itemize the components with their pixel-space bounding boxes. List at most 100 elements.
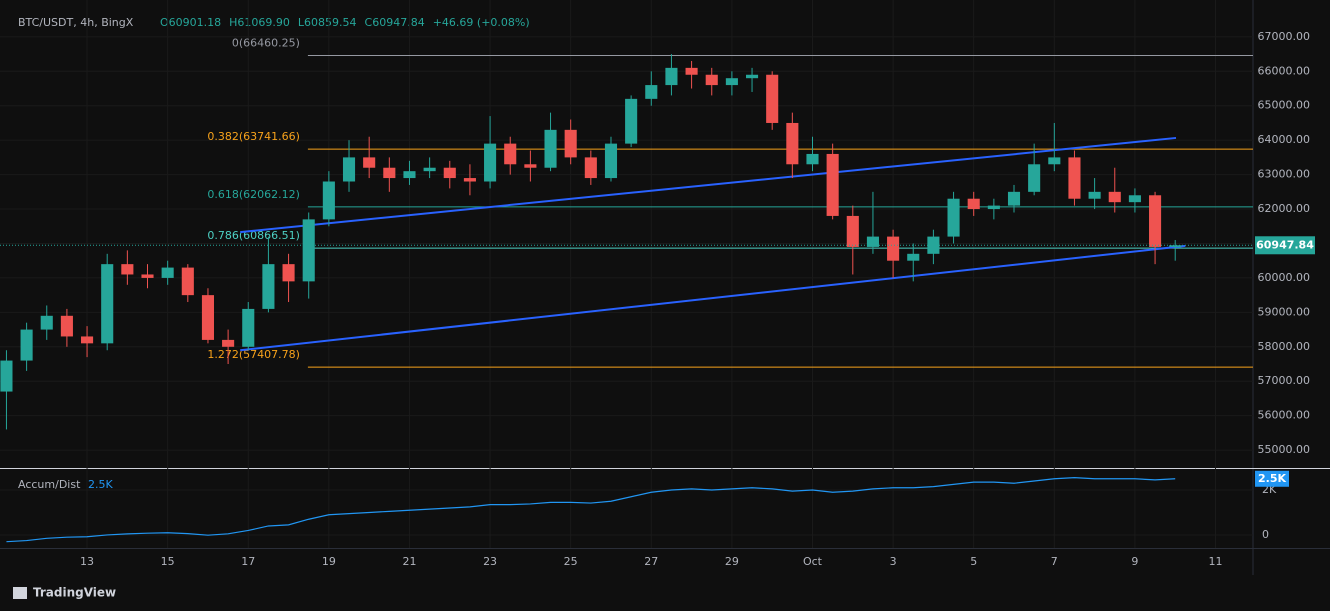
y-tick-label: 0 bbox=[1262, 528, 1269, 541]
candle-body bbox=[161, 267, 174, 278]
x-tick-label: 25 bbox=[564, 555, 578, 568]
candle-body bbox=[806, 153, 819, 165]
header-value: H61069.90 bbox=[229, 16, 290, 29]
indicator-line bbox=[6, 477, 1176, 543]
y-tick-label: 55000.00 bbox=[1258, 443, 1311, 456]
fib-label: 0(66460.25) bbox=[232, 36, 300, 49]
candle-body bbox=[121, 264, 134, 275]
candle-body bbox=[645, 85, 658, 99]
y-tick-label: 56000.00 bbox=[1258, 409, 1311, 422]
candle-body bbox=[967, 198, 980, 210]
x-tick-label: 7 bbox=[1051, 555, 1058, 568]
candle-body bbox=[826, 153, 839, 216]
y-tick-label: 59000.00 bbox=[1258, 305, 1311, 318]
y-tick-label: 64000.00 bbox=[1258, 133, 1311, 146]
candle-body bbox=[262, 264, 275, 309]
candle-body bbox=[1128, 195, 1141, 203]
brand: TradingView bbox=[33, 586, 116, 600]
candle-body bbox=[705, 74, 718, 86]
x-tick-label: 27 bbox=[644, 555, 658, 568]
plot: O60901.18 H61069.90 L60859.54 C60947.84 +46.… bbox=[0, 0, 1315, 568]
fib-label: 0.786(60866.51) bbox=[207, 229, 300, 242]
x-tick-label: 9 bbox=[1131, 555, 1138, 568]
candle-body bbox=[302, 219, 315, 282]
candle-body bbox=[685, 67, 698, 75]
x-tick-label: 21 bbox=[402, 555, 416, 568]
last-price-label: 60947.84 bbox=[1256, 238, 1314, 251]
x-tick-label: 19 bbox=[322, 555, 336, 568]
candle-body bbox=[484, 143, 497, 182]
y-tick-label: 63000.00 bbox=[1258, 168, 1311, 181]
candle-body bbox=[745, 74, 759, 79]
candle-body bbox=[907, 253, 920, 261]
x-tick-label: 3 bbox=[890, 555, 897, 568]
x-tick-label: 5 bbox=[970, 555, 977, 568]
candle-body bbox=[1088, 191, 1101, 199]
fib-label: 0.618(62062.12) bbox=[207, 188, 300, 201]
y-tick-label: 62000.00 bbox=[1258, 202, 1311, 215]
candle-body bbox=[81, 336, 94, 344]
candle-body bbox=[363, 157, 376, 168]
candle-body bbox=[181, 267, 194, 296]
candle-body bbox=[1048, 157, 1061, 165]
candle-body bbox=[786, 122, 799, 165]
x-tick-label: 23 bbox=[483, 555, 497, 568]
candle-body bbox=[947, 198, 960, 237]
y-tick-label: 66000.00 bbox=[1258, 64, 1311, 77]
candle-body bbox=[524, 164, 537, 168]
candle-body bbox=[282, 264, 295, 282]
candle-body bbox=[1007, 191, 1021, 206]
candle-body bbox=[403, 171, 416, 179]
candle-body bbox=[463, 178, 476, 182]
fib-label: 0.382(63741.66) bbox=[207, 130, 300, 143]
indicator-badge-label: 2.5K bbox=[1258, 472, 1286, 485]
symbol: BTC/USDT, 4h, BingX bbox=[18, 16, 134, 29]
y-tick-label: 65000.00 bbox=[1258, 99, 1311, 112]
candle-body bbox=[322, 181, 335, 220]
candle-body bbox=[222, 339, 235, 347]
candle-body bbox=[201, 295, 215, 340]
trend-line bbox=[240, 136, 1177, 234]
candle-body bbox=[1169, 245, 1182, 247]
candle-body bbox=[423, 167, 436, 172]
candle-body bbox=[987, 205, 1000, 210]
candle-body bbox=[141, 274, 154, 278]
candle-body bbox=[383, 167, 396, 179]
indicator-badge bbox=[1255, 470, 1289, 487]
header-value: O60901.18 bbox=[160, 16, 221, 29]
header-value: L60859.54 bbox=[298, 16, 357, 29]
candle-body bbox=[725, 78, 738, 86]
candle-body bbox=[242, 308, 255, 347]
header-value: +46.69 (+0.08%) bbox=[433, 16, 530, 29]
x-tick-label: 15 bbox=[161, 555, 175, 568]
candle-body bbox=[1068, 157, 1081, 199]
candle-body bbox=[766, 74, 779, 123]
header-value: C60947.84 bbox=[365, 16, 425, 29]
y-tick-label: 60000.00 bbox=[1258, 271, 1311, 284]
x-tick-label: Oct bbox=[803, 555, 823, 568]
candle-body bbox=[40, 315, 53, 330]
indicator-name: Accum/Dist bbox=[18, 478, 81, 491]
candle-body bbox=[1108, 191, 1121, 203]
candle-body bbox=[504, 143, 517, 165]
candle-body bbox=[1028, 164, 1041, 192]
last-price-badge bbox=[1255, 236, 1315, 255]
x-tick-label: 11 bbox=[1209, 555, 1223, 568]
candle-body bbox=[866, 236, 879, 247]
candle-body bbox=[887, 236, 900, 261]
indicator-value: 2.5K bbox=[88, 478, 113, 491]
candle-body bbox=[20, 329, 33, 361]
y-tick-label: 58000.00 bbox=[1258, 340, 1311, 353]
candle-body bbox=[1149, 195, 1162, 247]
candle-body bbox=[443, 167, 456, 179]
x-tick-label: 13 bbox=[80, 555, 94, 568]
x-tick-label: 29 bbox=[725, 555, 739, 568]
candle-body bbox=[604, 143, 618, 179]
candle-body bbox=[665, 67, 678, 86]
brand-logo bbox=[13, 587, 27, 599]
candle-body bbox=[544, 129, 557, 168]
x-tick-label: 17 bbox=[241, 555, 255, 568]
trend-line bbox=[240, 244, 1186, 352]
